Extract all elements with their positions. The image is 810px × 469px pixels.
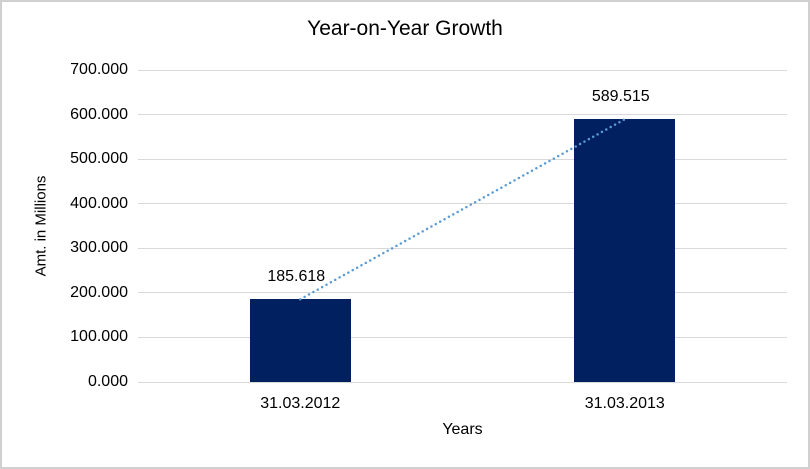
y-tick-label: 200.000 <box>70 283 128 301</box>
y-tick-label: 700.000 <box>70 61 128 78</box>
y-tick-label: 600.000 <box>70 105 128 123</box>
bar-value-label: 589.515 <box>591 88 650 106</box>
gridline <box>138 158 787 160</box>
gridline <box>138 336 787 338</box>
bar-31.03.2012 <box>249 299 351 382</box>
x-tick-label: 31.03.2013 <box>584 395 665 412</box>
x-axis-title: Years <box>442 421 483 438</box>
gridline <box>138 381 787 383</box>
y-tick-label: 0.000 <box>87 373 128 390</box>
x-tick-label: 31.03.2012 <box>260 395 341 412</box>
bar-value-label: 185.618 <box>267 268 326 286</box>
y-axis-title: Amt. in Millions <box>32 175 50 277</box>
y-tick-label: 300.000 <box>70 239 128 257</box>
gridline <box>138 69 787 71</box>
y-tick-label: 400.000 <box>70 194 128 212</box>
gridline <box>138 114 787 116</box>
gridline <box>138 247 787 249</box>
chart-title: Year-on-Year Growth <box>307 17 503 40</box>
y-tick-label: 500.000 <box>70 150 128 168</box>
gridline <box>138 203 787 205</box>
gridline <box>138 292 787 294</box>
y-tick-label: 100.000 <box>70 328 128 346</box>
bar-31.03.2013 <box>574 119 676 382</box>
